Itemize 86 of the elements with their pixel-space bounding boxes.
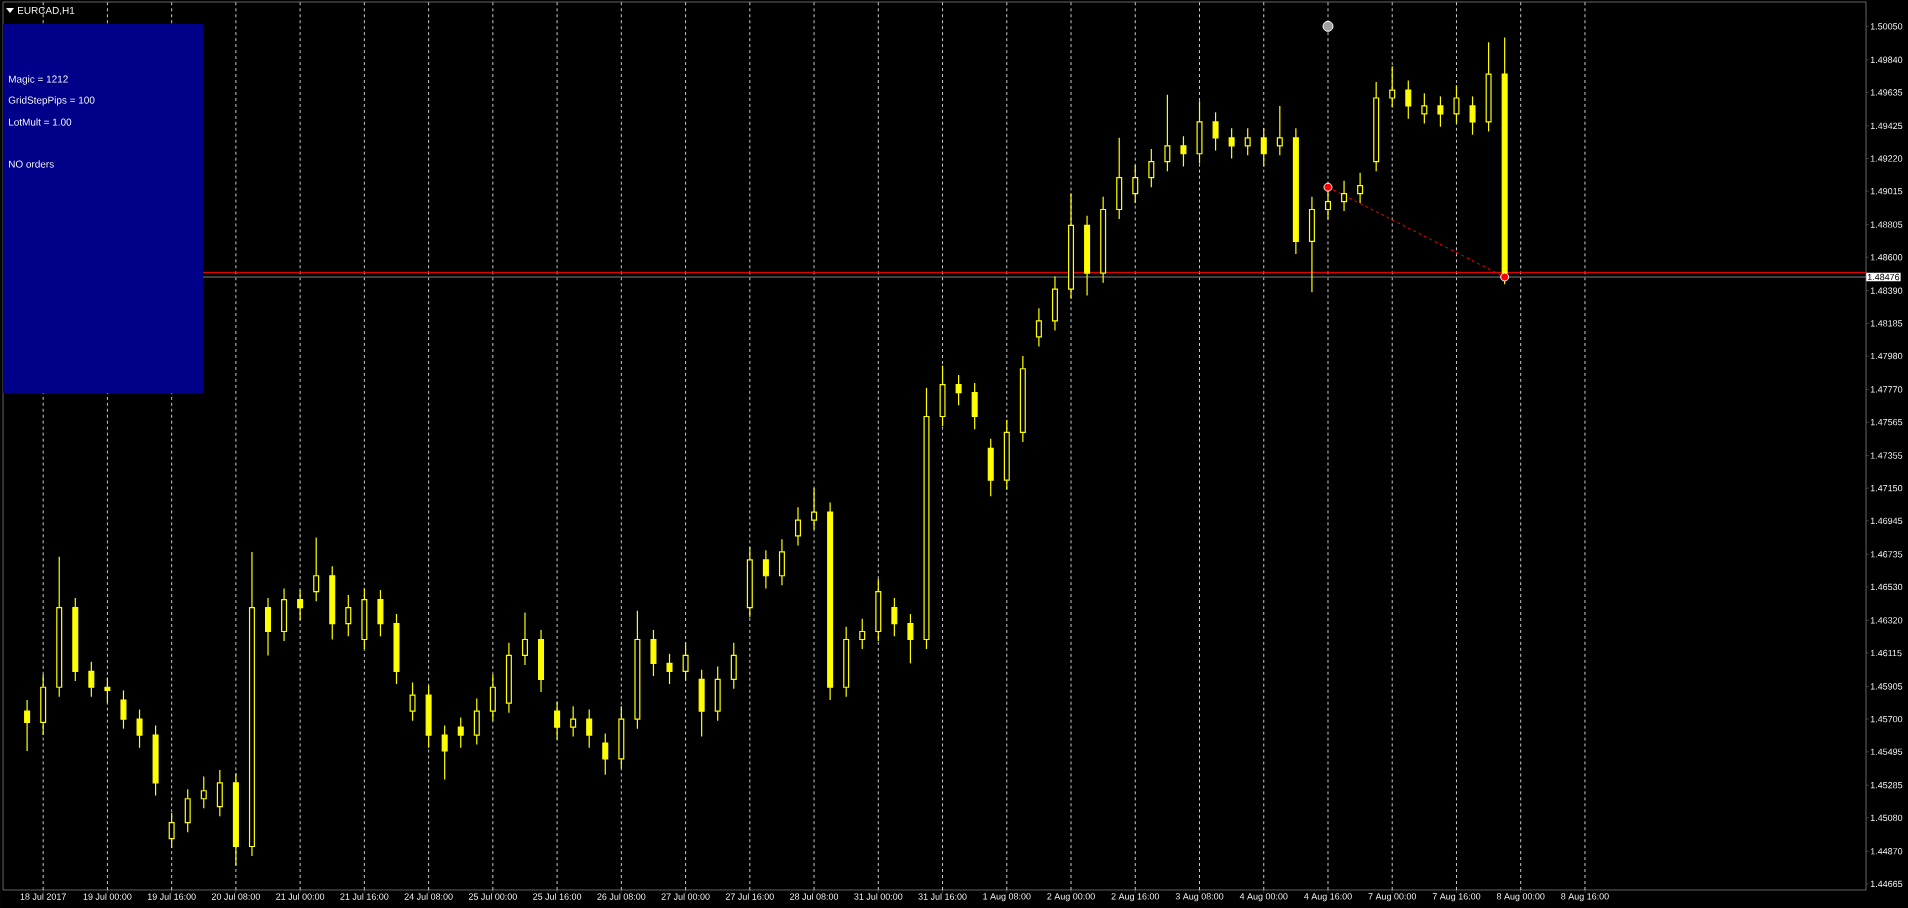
candlestick <box>1292 127 1299 255</box>
x-tick-label: 18 Jul 2017 <box>20 893 66 900</box>
candlestick <box>794 506 802 547</box>
y-tick-label: 1.48600 <box>1870 254 1903 261</box>
candlestick <box>1068 192 1075 300</box>
candlestick <box>762 549 769 590</box>
point <box>1322 20 1334 32</box>
x-tick-label: 7 Aug 00:00 <box>1368 893 1417 902</box>
x-tick-label: 31 Jul 00:00 <box>854 893 903 900</box>
annotation: GridStepPips = 100 <box>8 96 95 106</box>
candlestick <box>1100 196 1107 284</box>
x-tick-label: 28 Jul 08:00 <box>790 893 839 900</box>
y-tick-label: 1.49220 <box>1870 155 1903 162</box>
candlestick <box>554 700 561 741</box>
y-tick-label: 1.46735 <box>1870 551 1903 558</box>
y-tick-label: 1.47980 <box>1870 352 1903 360</box>
y-tick-label: 1.48390 <box>1870 287 1903 294</box>
x-tick-label: 21 Jul 16:00 <box>340 893 389 900</box>
candlestick <box>24 699 31 752</box>
ref-line-label: 1.48476 <box>1867 273 1900 281</box>
point <box>1323 182 1333 192</box>
x-tick-label: 8 Aug 00:00 <box>1496 893 1545 902</box>
candlestick <box>1084 215 1091 297</box>
x-tick-label: 4 Aug 00:00 <box>1239 893 1288 902</box>
x-tick-label: 26 Jul 08:00 <box>597 893 646 900</box>
y-tick-label: 1.49840 <box>1870 56 1903 63</box>
y-tick-label: 1.49425 <box>1870 122 1903 130</box>
y-tick-label: 1.46320 <box>1870 617 1903 624</box>
y-tick-label: 1.44870 <box>1870 848 1903 855</box>
candlestick <box>489 673 496 722</box>
x-tick-label: 19 Jul 00:00 <box>83 893 132 900</box>
chart-title: EURCAD,H1 <box>18 6 75 16</box>
y-tick-label: 1.45080 <box>1870 814 1903 822</box>
x-tick-label: 8 Aug 16:00 <box>1561 893 1609 902</box>
candlestick <box>811 487 818 531</box>
candlestick <box>232 772 239 867</box>
candlestick <box>1341 180 1348 212</box>
y-tick-label: 1.47150 <box>1870 485 1903 492</box>
candlestick <box>1035 307 1042 348</box>
y-tick-label: 1.45905 <box>1870 683 1903 690</box>
x-tick-label: 20 Jul 08:00 <box>211 893 260 900</box>
candlestick <box>521 611 528 666</box>
y-tick-label: 1.45285 <box>1870 782 1903 789</box>
x-tick-label: 2 Aug 00:00 <box>1047 893 1095 902</box>
x-tick-label: 4 Aug 16:00 <box>1304 893 1352 902</box>
y-tick-label: 1.47770 <box>1870 386 1903 393</box>
candlestick <box>1357 172 1364 204</box>
candlestick <box>505 642 512 714</box>
annotation: Magic = 1212 <box>9 75 68 85</box>
y-tick-label: 1.50050 <box>1870 23 1903 30</box>
y-tick-label: 1.47565 <box>1870 418 1903 426</box>
y-tick-label: 1.46115 <box>1870 649 1902 657</box>
candlestick <box>1308 196 1315 293</box>
candlestick <box>1051 275 1058 332</box>
x-tick-label: 1 Aug 08:00 <box>983 893 1031 902</box>
x-tick-label: 27 Jul 00:00 <box>661 893 710 900</box>
annotation: NO orders <box>9 160 54 168</box>
x-tick-label: 21 Jul 00:00 <box>276 893 325 900</box>
candlestick <box>297 589 304 621</box>
candlestick <box>265 597 272 656</box>
x-tick-label: 7 Aug 16:00 <box>1432 893 1481 902</box>
x-tick-label: 2 Aug 16:00 <box>1111 893 1160 902</box>
candlestick <box>248 551 255 857</box>
y-tick-label: 1.48185 <box>1870 320 1903 327</box>
y-tick-label: 1.47355 <box>1870 452 1903 459</box>
x-tick-label: 27 Jul 16:00 <box>725 893 774 900</box>
candlestick <box>538 629 545 693</box>
x-tick-label: 25 Jul 00:00 <box>468 893 517 900</box>
y-tick-label: 1.44665 <box>1870 880 1903 888</box>
y-tick-label: 1.46530 <box>1870 583 1903 591</box>
y-tick-label: 1.49015 <box>1870 188 1903 195</box>
x-tick-label: 25 Jul 16:00 <box>533 893 582 900</box>
y-tick-label: 1.49635 <box>1870 89 1903 96</box>
x-tick-label: 31 Jul 16:00 <box>918 893 967 900</box>
y-tick-label: 1.45700 <box>1870 715 1903 723</box>
y-tick-label: 1.45495 <box>1870 748 1903 755</box>
candlestick <box>281 587 288 642</box>
y-tick-label: 1.48805 <box>1870 221 1903 228</box>
x-tick-label: 19 Jul 16:00 <box>147 893 196 900</box>
annotation: LotMult = 1.00 <box>9 118 72 126</box>
candlestick <box>778 538 785 586</box>
candlestick <box>827 501 834 701</box>
x-tick-label: 24 Jul 08:00 <box>404 893 453 900</box>
point <box>1500 272 1510 282</box>
x-tick-label: 3 Aug 08:00 <box>1175 893 1224 902</box>
y-tick-label: 1.46945 <box>1870 517 1903 525</box>
